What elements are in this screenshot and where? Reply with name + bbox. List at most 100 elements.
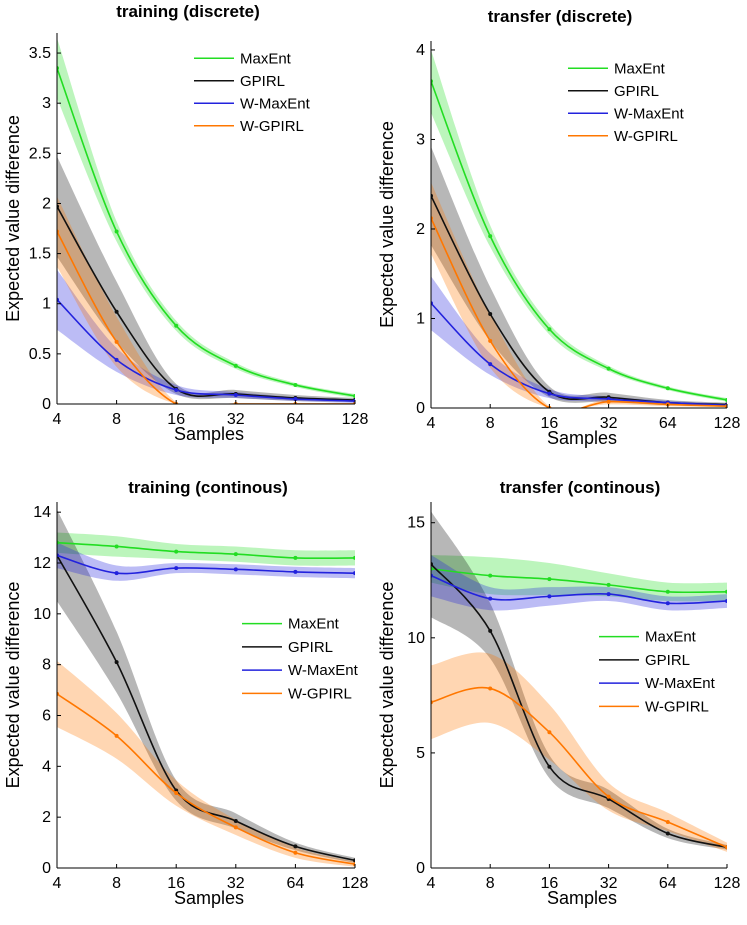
data-point-gpirl-128: [353, 858, 355, 863]
legend-entry-w-gpirl: W-GPIRL: [288, 685, 352, 702]
chart-panel-3: training (continous) 0 2 4 6 8 10 12 14 4 8 16 32 64 1…: [3, 478, 368, 908]
data-point-w-maxent-32: [233, 567, 238, 572]
band-gpirl: [57, 156, 355, 402]
data-point-w-maxent-64: [665, 601, 670, 606]
legend-entry-maxent: MaxEnt: [288, 616, 340, 633]
series-line-maxent: [431, 567, 727, 594]
data-point-w-maxent-64: [293, 569, 298, 574]
x-tick-label: 32: [600, 415, 618, 432]
legend-box: [564, 57, 722, 147]
legend-box: [238, 612, 353, 705]
x-tick-label: 32: [227, 411, 245, 428]
chart-panel-2: transfer (discrete) 0 1 2 3 4 4 8 16 32 64 128 Sampl…: [377, 7, 740, 448]
y-tick-label: 1: [416, 310, 425, 327]
data-point-maxent-8: [114, 229, 119, 234]
data-point-maxent-32: [606, 582, 611, 587]
data-point-maxent-64: [665, 589, 670, 594]
y-tick-label: 2: [42, 809, 51, 826]
y-tick-label: 4: [42, 758, 51, 775]
x-tick-label: 4: [427, 875, 436, 892]
chart-title: transfer (continous): [500, 478, 661, 497]
x-axis-label: Samples: [174, 888, 244, 908]
band-w-gpirl: [431, 182, 727, 408]
series-line-w-maxent: [57, 554, 355, 575]
data-point-gpirl-8: [114, 309, 119, 314]
x-tick-label: 16: [541, 415, 559, 432]
data-point-w-maxent-16: [547, 391, 552, 396]
legend-entry-w-gpirl: W-GPIRL: [240, 118, 304, 135]
y-tick-label: 6: [42, 708, 51, 725]
data-point-w-gpirl-32: [606, 794, 611, 799]
data-point-gpirl-64: [665, 831, 670, 836]
chart-panel-4: transfer (continous) 0 5 10 15 4 8 16 32 64 128 Sam…: [377, 478, 740, 908]
data-point-gpirl-16: [547, 764, 552, 769]
data-point-maxent-16: [174, 549, 179, 554]
series-line-w-gpirl: [57, 231, 355, 404]
y-tick-label: 5: [416, 745, 425, 762]
y-tick-label: 4: [416, 42, 425, 59]
legend-entry-maxent: MaxEnt: [645, 629, 697, 646]
legend-entry-w-maxent: W-MaxEnt: [288, 662, 359, 679]
y-tick-label: 2: [416, 221, 425, 238]
plot-area: [57, 509, 355, 867]
x-tick-label: 64: [659, 415, 677, 432]
data-point-w-gpirl-8: [488, 686, 493, 691]
x-tick-label: 16: [167, 875, 185, 892]
data-point-gpirl-8: [488, 628, 493, 633]
band-gpirl: [431, 146, 727, 407]
data-point-w-gpirl-128: [725, 845, 727, 850]
legend: MaxEnt GPIRL W-MaxEnt W-GPIRL: [190, 47, 353, 137]
y-tick-label: 0: [42, 396, 51, 413]
data-point-maxent-32: [233, 552, 238, 557]
band-gpirl: [57, 509, 355, 863]
y-tick-label: 0: [416, 400, 425, 417]
data-point-maxent-64: [293, 382, 298, 387]
data-point-w-maxent-16: [174, 387, 179, 392]
data-point-gpirl-8: [488, 312, 493, 317]
legend-box: [595, 625, 722, 718]
legend-box: [190, 47, 353, 137]
y-axis-label: Expected value difference: [377, 582, 397, 789]
y-tick-label: 3.5: [29, 45, 51, 62]
x-tick-label: 8: [112, 875, 121, 892]
legend-entry-gpirl: GPIRL: [614, 83, 659, 100]
y-tick-label: 0: [416, 860, 425, 877]
data-point-maxent-16: [547, 577, 552, 582]
series-line-maxent: [57, 541, 355, 559]
legend-entry-w-gpirl: W-GPIRL: [645, 698, 709, 715]
x-tick-label: 4: [53, 411, 62, 428]
data-point-w-gpirl-32: [606, 399, 611, 404]
y-tick-label: 3: [416, 131, 425, 148]
band-w-gpirl: [431, 652, 727, 852]
x-tick-label: 128: [714, 875, 741, 892]
legend-entry-gpirl: GPIRL: [288, 639, 333, 656]
y-axis-label: Expected value difference: [3, 115, 23, 322]
y-tick-label: 15: [407, 515, 425, 532]
data-point-maxent-32: [233, 363, 238, 368]
series-line-w-gpirl: [431, 217, 727, 408]
legend: MaxEnt GPIRL W-MaxEnt W-GPIRL: [564, 57, 722, 147]
chart-title: transfer (discrete): [488, 7, 633, 26]
x-tick-label: 32: [600, 875, 618, 892]
legend-entry-w-maxent: W-MaxEnt: [645, 675, 716, 692]
data-point-w-gpirl-64: [293, 850, 298, 855]
band-w-gpirl: [57, 196, 355, 404]
x-tick-label: 8: [486, 415, 495, 432]
y-axis-label: Expected value difference: [377, 121, 397, 328]
data-point-w-gpirl-8: [488, 338, 493, 343]
data-point-maxent-8: [488, 234, 493, 239]
legend-entry-maxent: MaxEnt: [614, 60, 666, 77]
legend-entry-w-maxent: W-MaxEnt: [240, 95, 311, 112]
data-point-gpirl-8: [114, 660, 119, 665]
data-point-maxent-64: [665, 386, 670, 391]
x-tick-label: 8: [486, 875, 495, 892]
data-point-w-gpirl-16: [174, 791, 179, 796]
x-tick-label: 64: [659, 875, 677, 892]
y-tick-label: 1: [42, 296, 51, 313]
chart-title: training (continous): [128, 478, 288, 497]
data-point-w-gpirl-64: [665, 819, 670, 824]
x-tick-label: 128: [342, 411, 369, 428]
chart-title: training (discrete): [116, 2, 260, 21]
legend-entry-gpirl: GPIRL: [645, 652, 690, 669]
